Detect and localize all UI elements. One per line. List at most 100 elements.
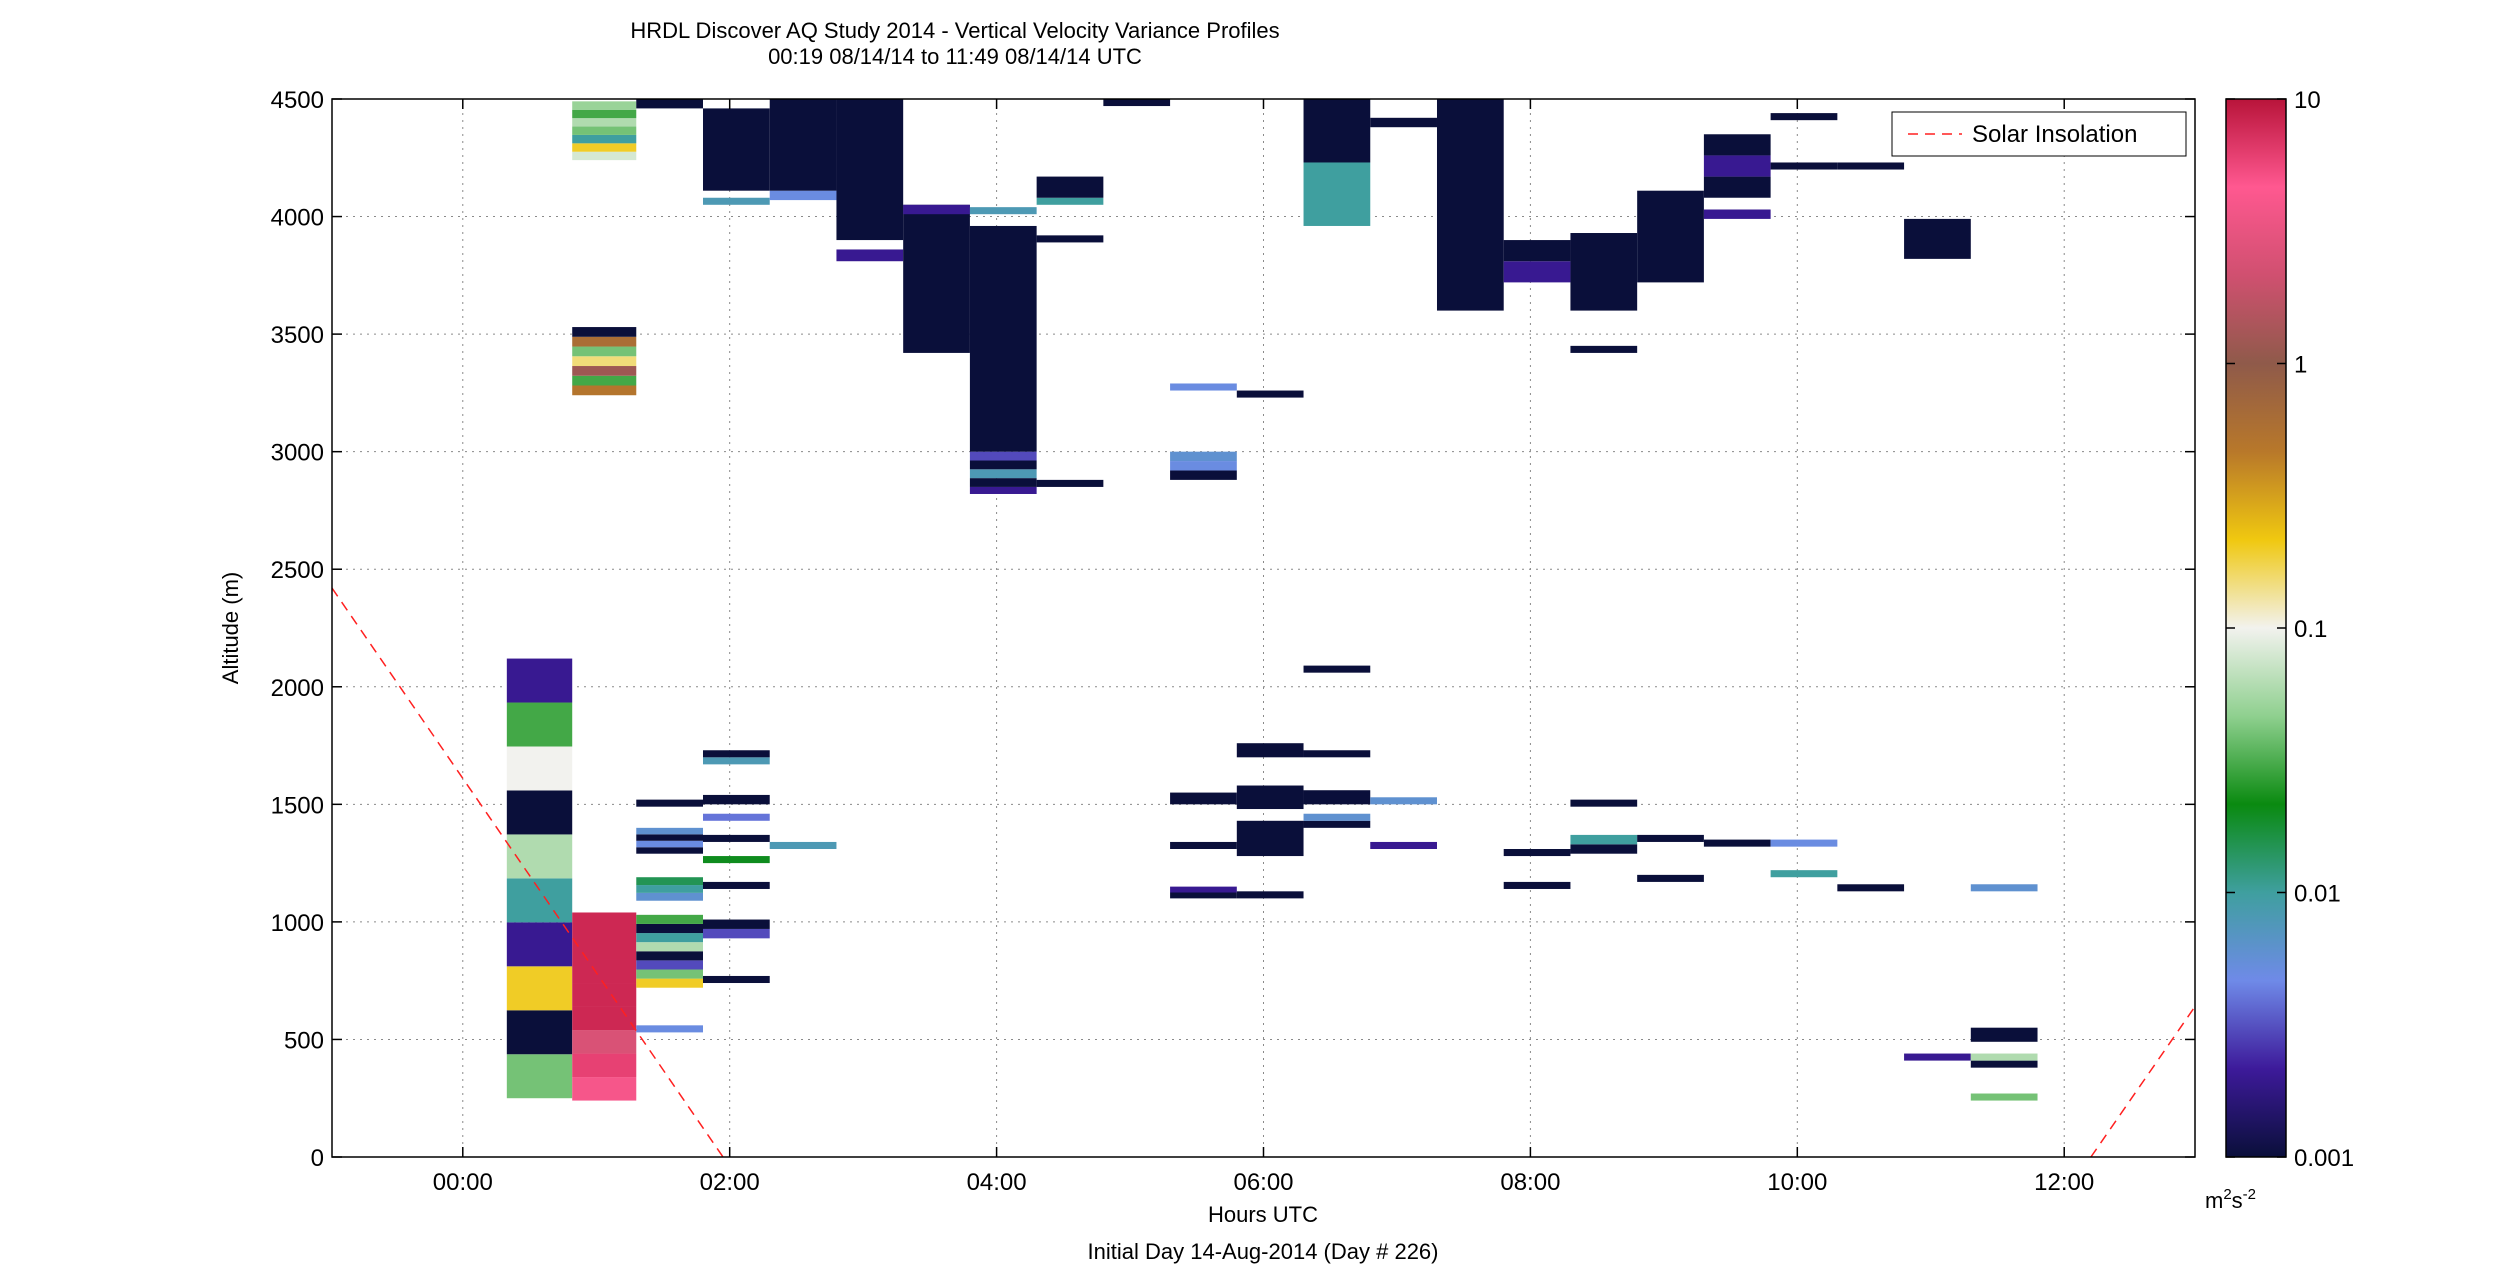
heatmap-cell: [1770, 113, 1838, 121]
x-tick-label: 02:00: [700, 1169, 760, 1196]
heatmap-cell: [572, 912, 637, 936]
heatmap-cell: [969, 460, 1037, 470]
heatmap-cell: [1370, 841, 1437, 850]
heatmap-cell: [1637, 190, 1704, 283]
heatmap-cell: [636, 827, 703, 835]
heatmap-cell: [506, 834, 573, 879]
chart-subtitle: 00:19 08/14/14 to 11:49 08/14/14 UTC: [768, 44, 1142, 69]
y-axis-label: Altitude (m): [218, 572, 243, 684]
heatmap-cell: [702, 881, 770, 889]
heatmap-cell: [636, 923, 703, 934]
heatmap-cell: [1170, 841, 1237, 850]
heatmap-cell: [769, 190, 837, 201]
heatmap-cell: [1236, 785, 1304, 810]
x-tick-label: 00:00: [433, 1169, 493, 1196]
heatmap-cell: [1170, 470, 1237, 480]
x-tick-label: 10:00: [1767, 1169, 1827, 1196]
y-axis: 0 500 1000 1500 2000 2500 3000 3500 4000 4500: [271, 87, 2195, 1172]
heatmap-cell: [702, 975, 770, 984]
colorbar-unit-sup2: -2: [2243, 1186, 2256, 1203]
heatmap-cell: [702, 856, 770, 864]
heatmap-cell: [1436, 99, 1504, 311]
heatmap-cell: [1236, 891, 1304, 899]
heatmap-cell: [572, 366, 637, 376]
heatmap-cell: [1970, 1027, 2038, 1042]
heatmap-cell: [1303, 99, 1371, 163]
heatmap-cell: [1637, 834, 1704, 842]
heatmap-cell: [1570, 844, 1638, 854]
heatmap-cell: [1770, 162, 1838, 170]
heatmap-cell: [1236, 743, 1304, 758]
heatmap-cell: [1370, 117, 1437, 128]
colorbar-tick-label: 0.1: [2294, 616, 2327, 643]
heatmap-cell: [506, 790, 573, 835]
heatmap-cell: [1303, 790, 1371, 805]
colorbar-unit-base: m: [2205, 1188, 2223, 1213]
y-tick-label: 500: [284, 1027, 324, 1054]
heatmap-cell: [969, 207, 1037, 215]
heatmap-cell: [572, 935, 637, 960]
heatmap-cell: [1703, 209, 1771, 219]
legend-label-solar-insolation: Solar Insolation: [1972, 121, 2137, 148]
heatmap-cell: [1036, 197, 1104, 205]
heatmap-cell: [1103, 99, 1171, 107]
colorbar-unit-mid: s: [2232, 1188, 2243, 1213]
heatmap-cell: [506, 702, 573, 747]
heatmap-cell: [506, 1054, 573, 1099]
heatmap-cell: [506, 746, 573, 791]
heatmap-cell: [969, 469, 1037, 479]
heatmap-cell: [572, 959, 637, 984]
heatmap-cell: [702, 750, 770, 758]
heatmap-cell: [506, 922, 573, 967]
heatmap-cell: [572, 1030, 637, 1054]
heatmap-cell: [702, 834, 770, 842]
heatmap-cell: [506, 658, 573, 703]
heatmap-cell: [572, 327, 637, 337]
heatmap-cell: [1703, 155, 1771, 177]
heatmap-cell: [1236, 820, 1304, 857]
heatmap-cell: [1503, 261, 1571, 283]
solar-insolation-series: [331, 587, 2196, 1158]
heatmap-cell: [1236, 390, 1304, 398]
heatmap-cell: [572, 151, 637, 161]
x-tick-label: 06:00: [1233, 1169, 1293, 1196]
heatmap-cell: [969, 225, 1037, 452]
heatmap-cell: [1503, 849, 1571, 857]
heatmap-cell: [1970, 1093, 2038, 1101]
y-tick-label: 3000: [271, 440, 324, 467]
heatmap-cell: [636, 99, 703, 109]
heatmap-cell: [636, 877, 703, 886]
colorbar-ticks: 0.001 0.01 0.1 1 10: [2226, 87, 2354, 1172]
heatmap-cell: [1370, 797, 1437, 805]
heatmap-cell: [636, 951, 703, 961]
heatmap-cell: [702, 757, 770, 765]
legend: Solar Insolation: [1891, 111, 2187, 157]
heatmap-cell: [1303, 813, 1371, 821]
x-axis-label: Hours UTC: [1208, 1202, 1318, 1227]
heatmap-cell: [1170, 461, 1237, 471]
chart-title: HRDL Discover AQ Study 2014 - Vertical V…: [630, 18, 1279, 43]
heatmap-cell: [636, 942, 703, 952]
heatmap-cell: [1303, 665, 1371, 673]
heatmap-cell: [572, 1006, 637, 1031]
heatmap-cell: [702, 197, 770, 205]
heatmap-cell: [572, 346, 637, 357]
colorbar-unit-sup1: 2: [2223, 1186, 2231, 1203]
heatmap-cell: [636, 885, 703, 893]
colorbar-tick-label: 0.01: [2294, 881, 2341, 908]
heatmap-cell: [1837, 884, 1905, 892]
heatmap-cell: [1770, 870, 1838, 878]
heatmap-cell: [1570, 233, 1638, 311]
heatmap-cell: [636, 840, 703, 848]
heatmap-cell: [1703, 176, 1771, 198]
heatmap-cell: [572, 336, 637, 347]
heatmap-cell: [1837, 162, 1905, 170]
solar-insolation-line: [2090, 1006, 2196, 1158]
heatmap-cell: [1970, 1053, 2038, 1061]
heatmap-cell: [1503, 240, 1571, 262]
heatmap-cell: [636, 892, 703, 901]
colorbar-unit-label: m2s-2: [2205, 1186, 2256, 1213]
x-tick-label: 08:00: [1500, 1169, 1560, 1196]
heatmap-cell: [636, 834, 703, 841]
colorbar-tick-label: 0.001: [2294, 1145, 2354, 1172]
